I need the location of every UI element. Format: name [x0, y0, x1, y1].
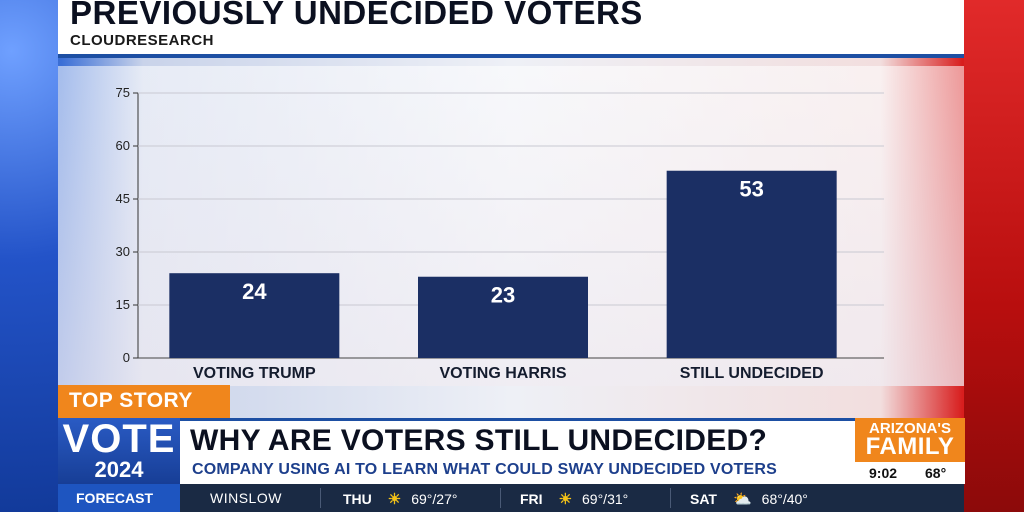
partly-cloudy-icon: ⛅ — [732, 491, 752, 508]
y-tick-label: 45 — [116, 191, 130, 206]
bar-value-label: 53 — [739, 177, 763, 202]
vote-year: 2024 — [94, 457, 144, 482]
background-right-red — [964, 0, 1024, 512]
bar — [418, 276, 588, 358]
forecast-temps: 68°/40° — [761, 491, 808, 507]
sun-icon: ☀ — [558, 491, 573, 508]
bar-value-label: 24 — [242, 279, 267, 304]
top-story-tag: TOP STORY — [58, 385, 230, 418]
divider — [320, 488, 321, 508]
y-tick-label: 15 — [116, 297, 130, 312]
forecast-ticker: FORECAST WINSLOW THU ☀ 69°/27° FRI ☀ 69°/31°… — [58, 484, 964, 512]
forecast-temps: 69°/27° — [411, 491, 458, 507]
divider — [670, 488, 671, 508]
vote-2024-logo: VOTE 2024 — [58, 418, 180, 484]
forecast-label: FORECAST — [58, 484, 180, 512]
station-logo-bottom: FAMILY — [865, 433, 955, 460]
chart-panel: 0 15 30 45 60 75 24 VOTING TRUMP 23 VOTING HARRI… — [58, 66, 964, 386]
chart-title: PREVIOUSLY UNDECIDED VOTERS — [70, 0, 643, 31]
background-left-blue — [0, 0, 58, 512]
y-tick-label: 30 — [116, 244, 130, 259]
headline-box: WHY ARE VOTERS STILL UNDECIDED? COMPANY … — [180, 418, 855, 484]
vote-word: VOTE — [62, 417, 176, 461]
title-bar: PREVIOUSLY UNDECIDED VOTERS CLOUDRESEARC… — [58, 0, 964, 58]
chart-source: CLOUDRESEARCH — [70, 32, 215, 49]
bar — [169, 273, 340, 358]
bar-value-label: 23 — [491, 283, 515, 308]
forecast-day-fri: FRI ☀ 69°/31° — [520, 490, 628, 508]
forecast-day-label: SAT — [690, 491, 717, 507]
headline: WHY ARE VOTERS STILL UNDECIDED? — [190, 424, 768, 457]
sun-icon: ☀ — [387, 491, 402, 508]
forecast-temps: 69°/31° — [582, 491, 629, 507]
forecast-day-label: FRI — [520, 491, 543, 507]
clock-time: 9:02 — [869, 465, 898, 481]
station-logo-top: ARIZONA'S — [869, 420, 951, 437]
bar-chart: 0 15 30 45 60 75 24 VOTING TRUMP 23 VOTING HARRI… — [116, 85, 884, 382]
category-label: VOTING TRUMP — [193, 365, 316, 382]
current-temperature: 68° — [925, 465, 947, 481]
category-label: VOTING HARRIS — [439, 365, 566, 382]
forecast-day-thu: THU ☀ 69°/27° — [343, 490, 457, 508]
bar — [666, 170, 837, 358]
time-temp-strip: 9:02 68° — [855, 462, 965, 484]
station-logo: ARIZONA'S FAMILY 9:02 68° — [855, 418, 965, 484]
category-label: STILL UNDECIDED — [680, 365, 824, 382]
forecast-day-label: THU — [343, 491, 372, 507]
subheadline: COMPANY USING AI TO LEARN WHAT COULD SWA… — [192, 461, 777, 478]
forecast-city: WINSLOW — [210, 490, 282, 506]
divider — [500, 488, 501, 508]
y-tick-label: 0 — [123, 350, 130, 365]
y-tick-label: 75 — [116, 85, 130, 100]
y-tick-label: 60 — [116, 138, 130, 153]
forecast-day-sat: SAT ⛅ 68°/40° — [690, 490, 808, 508]
